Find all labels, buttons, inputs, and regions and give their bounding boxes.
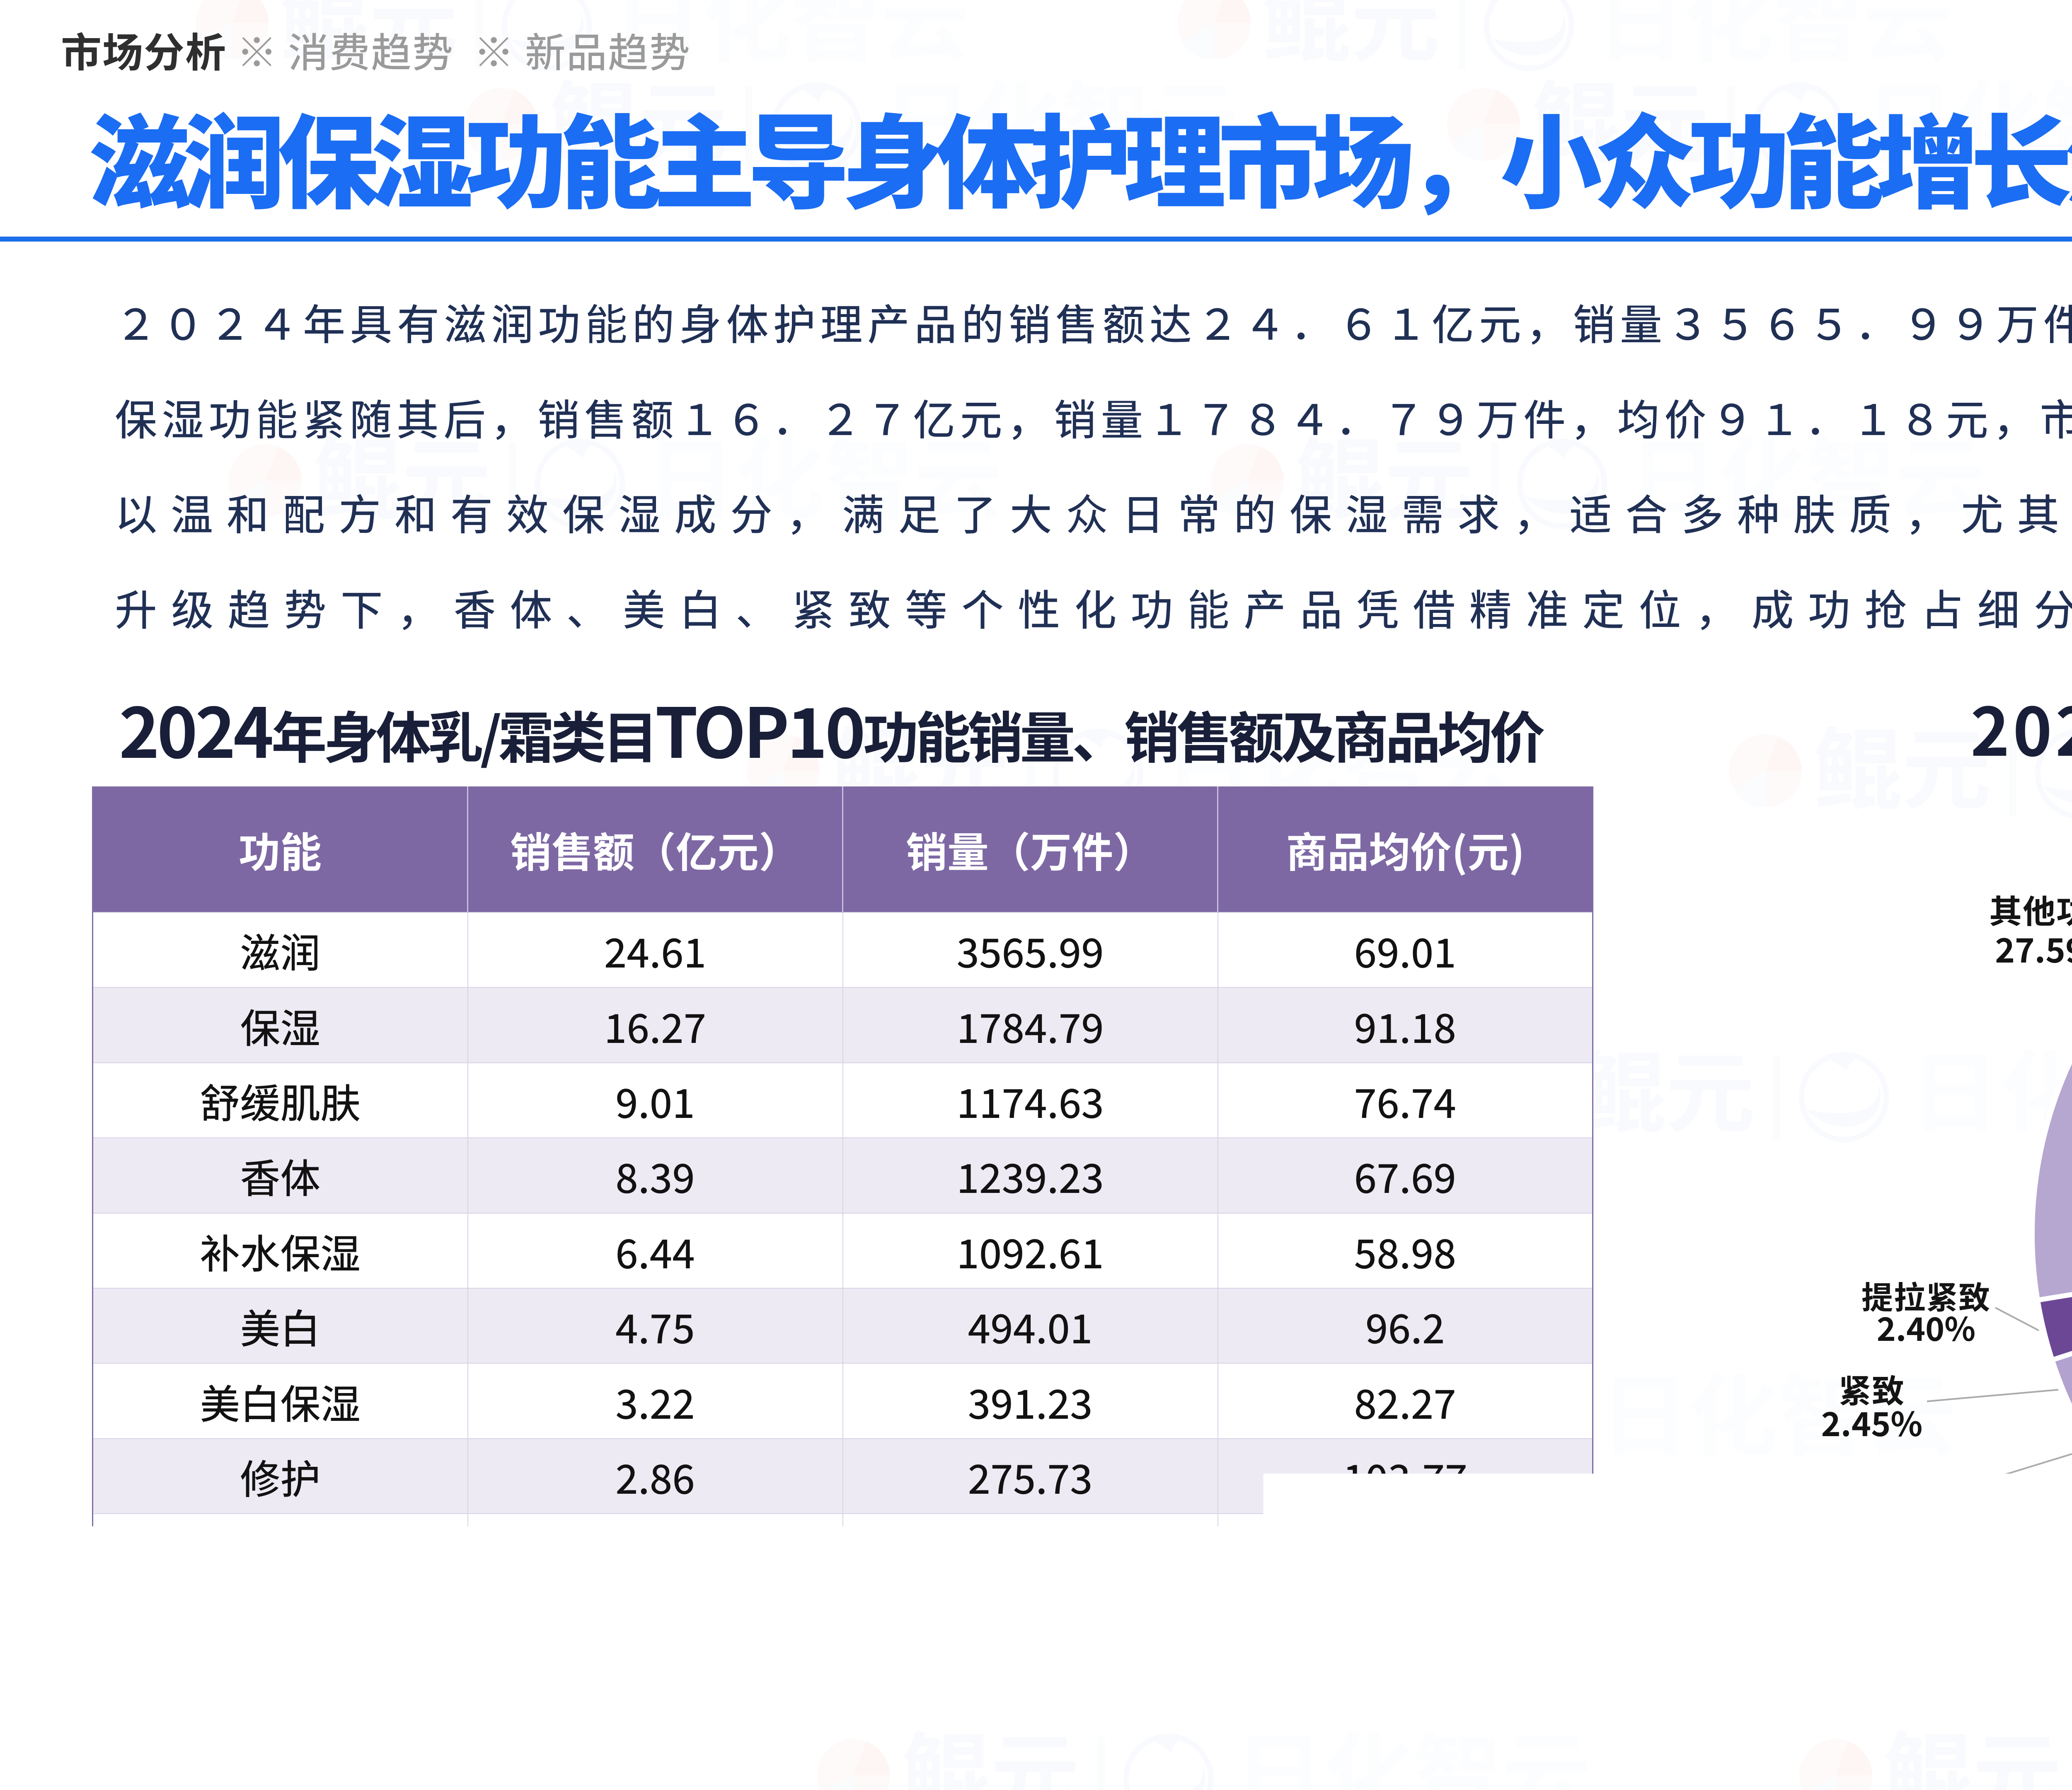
svg-text:2.88%: 2.88% <box>2007 1540 2072 1589</box>
svg-text:2.56%: 2.56% <box>1791 1502 1893 1551</box>
svg-text:2.45%: 2.45% <box>1821 1398 1923 1446</box>
svg-text:27.59%: 27.59% <box>1995 924 2072 972</box>
svg-text:2.40%: 2.40% <box>1877 1304 1976 1350</box>
